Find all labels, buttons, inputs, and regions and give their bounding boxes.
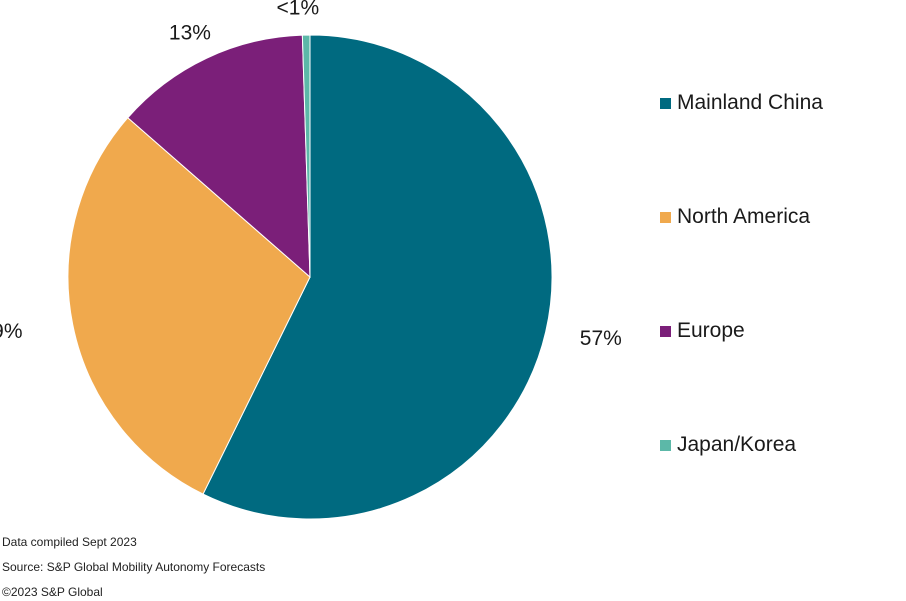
pie-slice-europe (127, 34, 311, 279)
legend-label: Mainland China (677, 91, 823, 114)
legend-label: North America (677, 205, 811, 228)
data-label-europe: 13% (169, 22, 211, 45)
legend-label: Europe (677, 319, 745, 342)
chart-legend: Mainland China North America Europe Japan/K… (660, 84, 823, 540)
legend-swatch (660, 439, 671, 451)
legend-swatch (660, 97, 671, 109)
data-label-mainland-china: 57% (580, 327, 622, 350)
legend-item-japan-korea: Japan/Korea (660, 426, 823, 464)
data-label-japan-korea: <1% (277, 0, 320, 20)
legend-item-europe: Europe (660, 312, 823, 350)
legend-item-mainland-china: Mainland China (660, 84, 823, 122)
source-note: Source: S&P Global Mobility Autonomy For… (2, 560, 266, 574)
pie-slice-north-america (67, 117, 311, 495)
pie-slice-japan-korea (301, 34, 311, 278)
legend-swatch (660, 211, 671, 223)
chart-footer: Data compiled Sept 2023 Source: S&P Glob… (2, 533, 265, 601)
legend-swatch (660, 325, 671, 337)
legend-label: Japan/Korea (677, 433, 797, 456)
data-label-north-america: 29% (0, 320, 23, 343)
data-compiled-note: Data compiled Sept 2023 (2, 535, 137, 549)
copyright-note: ©2023 S&P Global (2, 585, 103, 599)
pie-slice-mainland-china (202, 34, 553, 520)
legend-item-north-america: North America (660, 198, 823, 236)
